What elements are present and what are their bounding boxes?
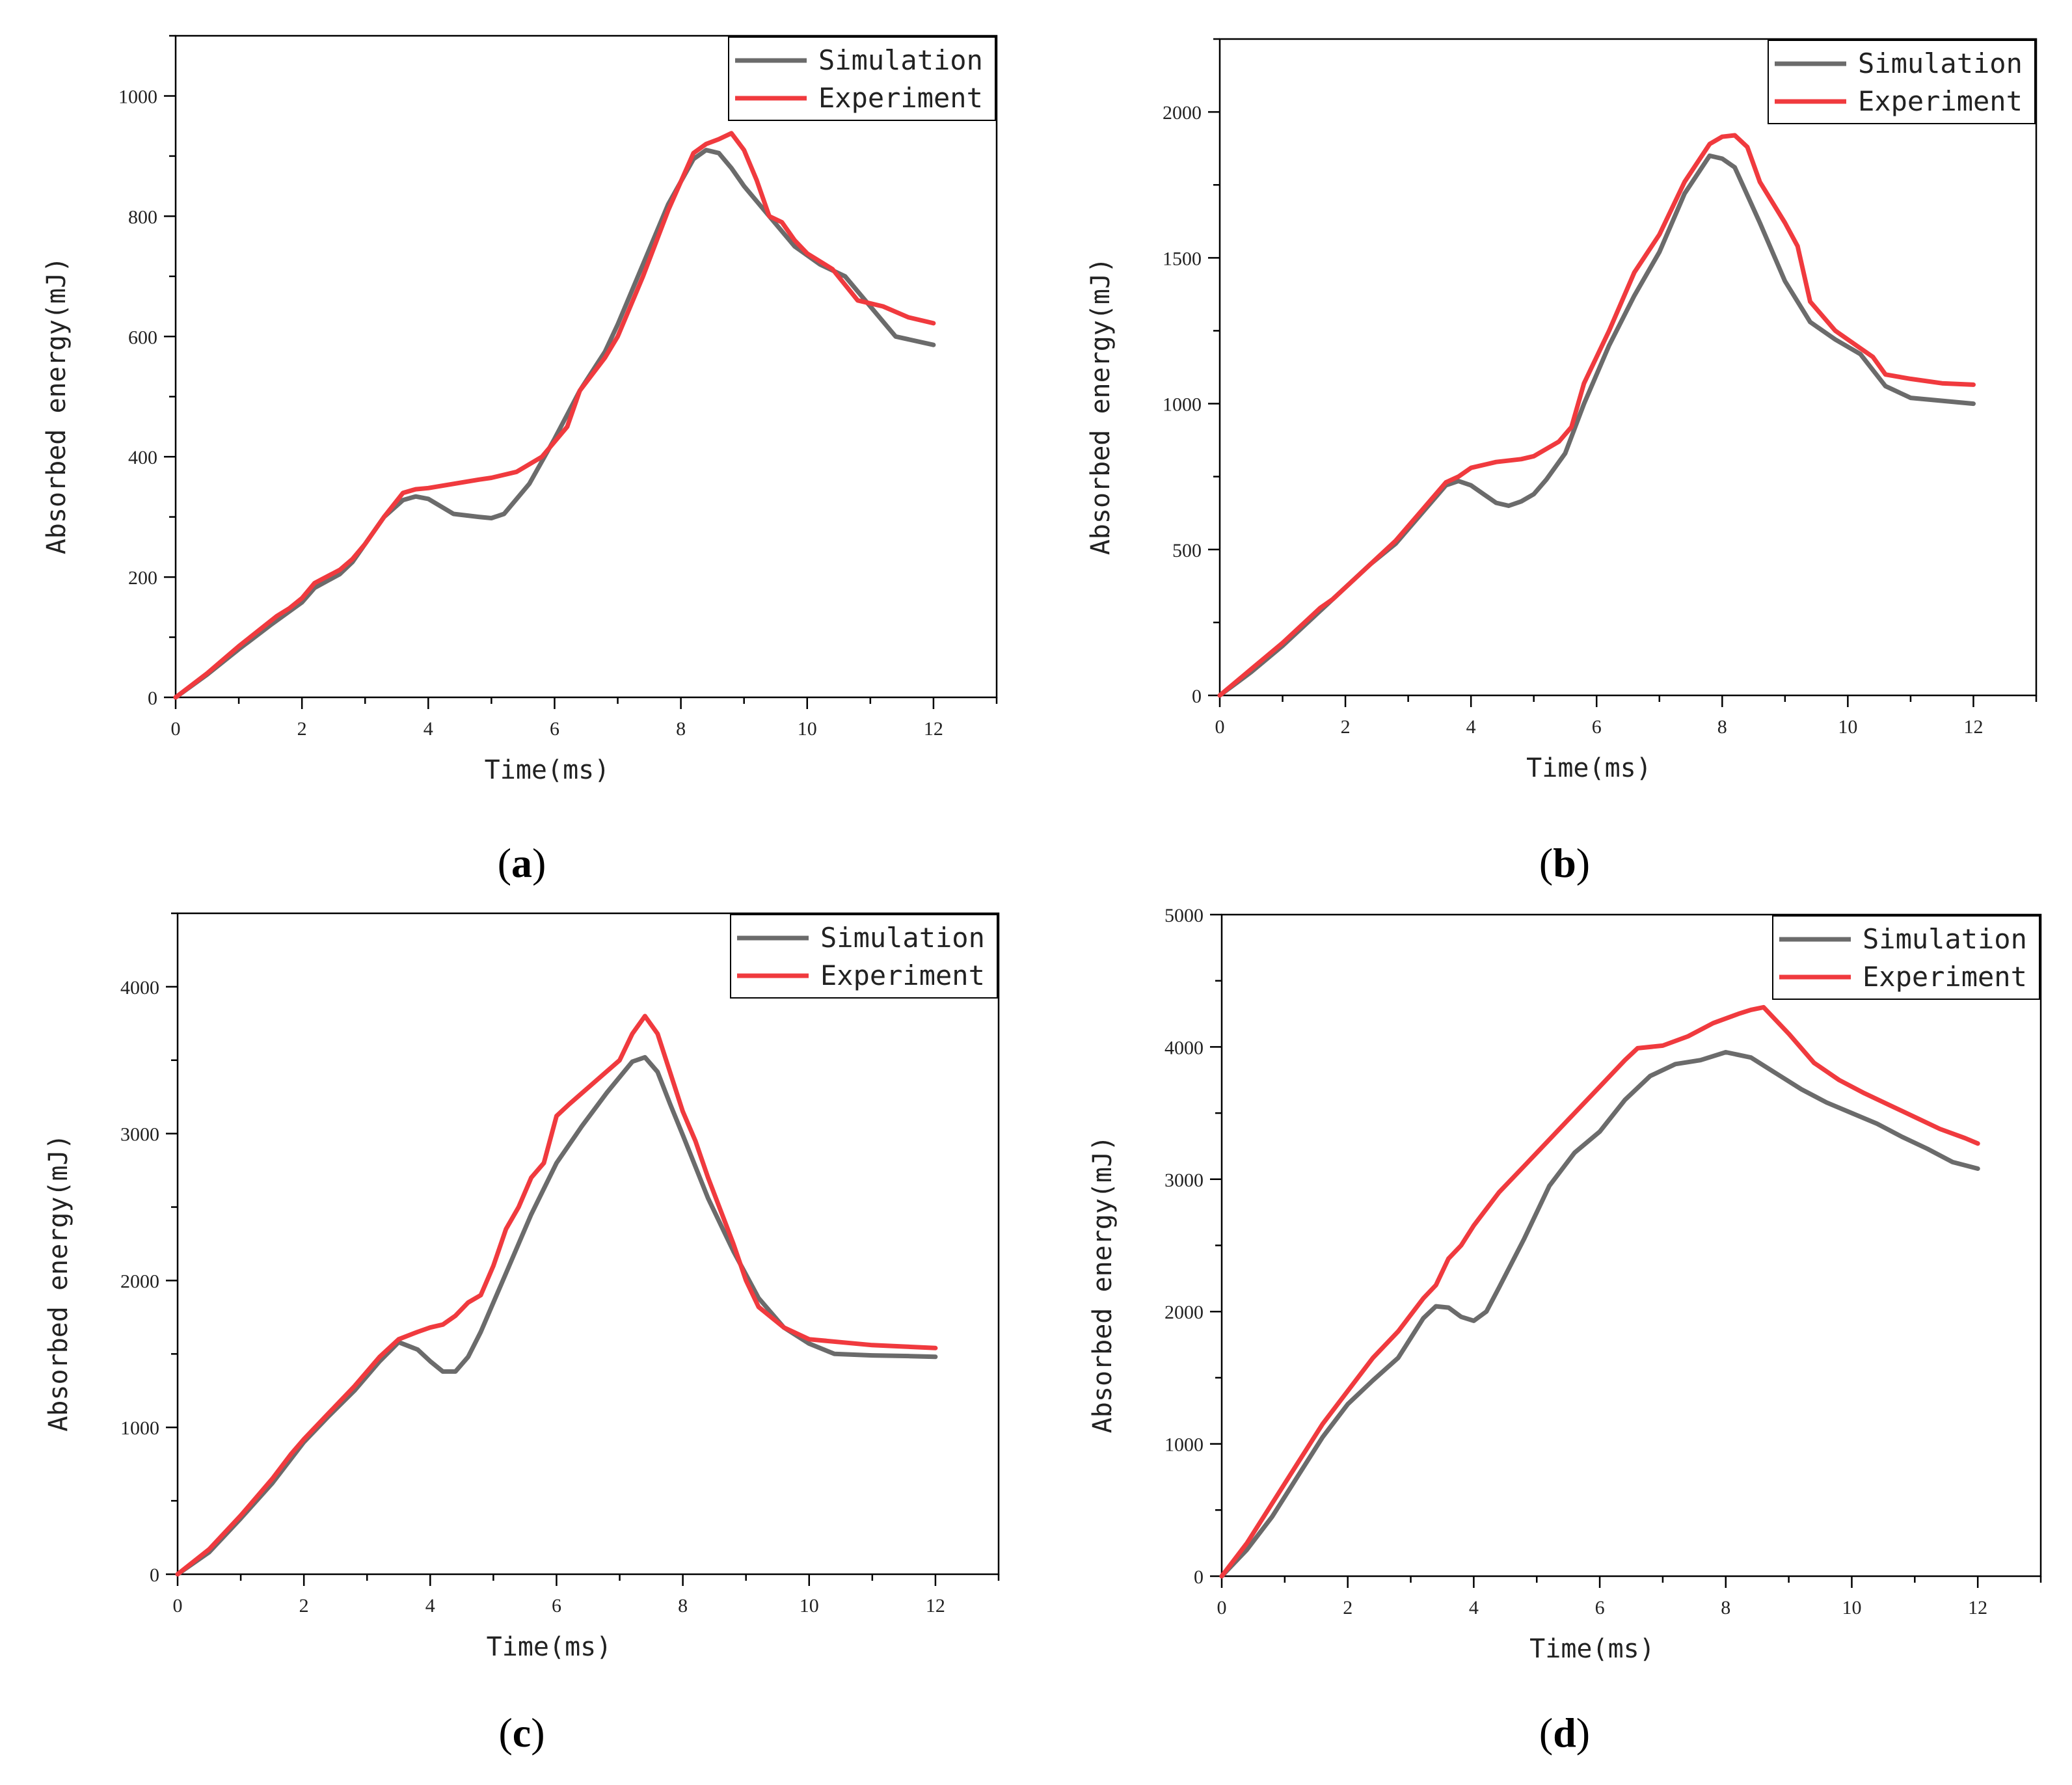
x-axis-title: Time(ms) [487,1632,612,1662]
y-tick-label: 3000 [120,1124,159,1146]
x-tick-label: 0 [171,718,181,740]
series-line-simulation [1217,153,1976,698]
chart-panel-b: 0 2 4 6 8 10 12 0 500 1000 1500 2000 Time(ms) Absorbe… [1086,38,2038,886]
y-tick-label: 500 [1172,540,1202,561]
x-tick-label: 10 [1838,716,1857,738]
legend-entry-simulation: Simulation [820,922,985,954]
y-axis-title: Absorbed energy(mJ) [42,257,72,555]
x-tick-label: 12 [1968,1597,1987,1618]
x-tick-label: 12 [926,1595,945,1617]
chart-panel-d: 0 2 4 6 8 10 12 0 1000 2000 3000 4000 5000 Time(ms) Ab… [1088,905,2042,1756]
x-tick-label: 6 [550,718,559,740]
x-tick-label: 6 [1595,1597,1605,1618]
legend-entry-experiment: Experiment [820,960,985,991]
x-tick-label: 8 [1721,1597,1730,1618]
plot-frame [174,34,998,699]
x-tick-label: 6 [1592,716,1602,738]
series-line-experiment [173,131,936,700]
y-tick-label: 4000 [120,977,159,999]
legend-box [1772,915,2040,1000]
chart-panel-a: 0 2 4 6 8 10 12 0 200 400 600 800 1000 Time(ms) Absorb… [42,34,998,886]
y-tick-label: 5000 [1164,905,1204,926]
y-tick-label: 1500 [1163,248,1202,269]
x-tick-label: 6 [552,1595,561,1617]
legend-entry-experiment: Experiment [1863,961,2027,993]
panel-label: (d) [1539,1710,1590,1756]
y-axis-title: Absorbed energy(mJ) [44,1134,74,1432]
x-tick-label: 10 [1842,1597,1861,1618]
y-tick-label: 600 [128,327,157,348]
y-tick-label: 1000 [120,1417,159,1439]
plot-frame [1220,913,2042,1577]
legend-box [730,914,998,999]
series-line-experiment [1219,1004,1980,1579]
legend: Simulation Experiment [1772,915,2040,1000]
y-tick-label: 3000 [1164,1170,1204,1191]
y-tick-label: 2000 [1163,102,1202,124]
x-axis-title: Time(ms) [485,755,610,785]
x-tick-label: 4 [425,1595,435,1617]
y-axis-title: Absorbed energy(mJ) [1086,258,1116,556]
y-tick-label: 2000 [1164,1302,1204,1323]
panel-label: (a) [498,840,546,886]
x-tick-label: 4 [1466,716,1476,738]
series-line-experiment [175,1013,938,1577]
x-tick-label: 2 [299,1595,309,1617]
x-tick-label: 10 [800,1595,819,1617]
legend: Simulation Experiment [1768,40,2036,124]
series-line-simulation [1219,1050,1980,1579]
x-tick-label: 2 [1343,1597,1352,1618]
legend: Simulation Experiment [728,36,996,121]
x-tick-label: 8 [676,718,686,740]
x-tick-label: 0 [1217,1597,1227,1618]
legend-entry-simulation: Simulation [1863,923,2027,955]
legend-entry-experiment: Experiment [1858,85,2023,117]
x-tick-label: 4 [424,718,433,740]
y-tick-label: 0 [150,1564,159,1586]
plot-frame [176,912,1000,1576]
y-tick-label: 200 [128,567,157,589]
panel-label: (b) [1539,840,1590,886]
x-tick-label: 0 [1215,716,1225,738]
panel-label: (c) [498,1710,545,1756]
y-tick-label: 0 [1192,686,1202,707]
x-tick-label: 8 [1717,716,1727,738]
y-tick-label: 2000 [120,1270,159,1292]
x-tick-label: 4 [1469,1597,1479,1618]
legend-entry-simulation: Simulation [818,44,983,76]
x-axis-title: Time(ms) [1529,1634,1655,1664]
y-tick-label: 1000 [118,86,157,107]
x-tick-label: 2 [297,718,307,740]
legend-entry-simulation: Simulation [1858,47,2023,79]
x-tick-label: 12 [924,718,943,740]
x-tick-label: 2 [1341,716,1351,738]
y-tick-label: 0 [1194,1566,1204,1588]
x-tick-label: 12 [1963,716,1983,738]
y-tick-label: 1000 [1163,394,1202,416]
plot-frame [1218,38,2038,697]
x-axis-title: Time(ms) [1526,753,1652,783]
y-tick-label: 4000 [1164,1037,1204,1058]
x-tick-label: 10 [798,718,817,740]
series-line-simulation [175,1054,938,1577]
y-tick-label: 800 [128,206,157,228]
y-tick-label: 1000 [1164,1434,1204,1456]
y-tick-label: 400 [128,447,157,468]
y-tick-label: 0 [148,688,157,709]
legend-entry-experiment: Experiment [818,82,983,114]
y-axis-title: Absorbed energy(mJ) [1088,1136,1118,1434]
x-tick-label: 8 [678,1595,688,1617]
legend-box [1768,40,2036,124]
legend-box [728,36,996,121]
series-line-experiment [1217,133,1976,698]
chart-panel-c: 0 2 4 6 8 10 12 0 1000 2000 3000 4000 Time(ms) Absorb… [44,912,1000,1756]
legend: Simulation Experiment [730,914,998,999]
x-tick-label: 0 [173,1595,183,1617]
series-line-simulation [173,148,936,700]
